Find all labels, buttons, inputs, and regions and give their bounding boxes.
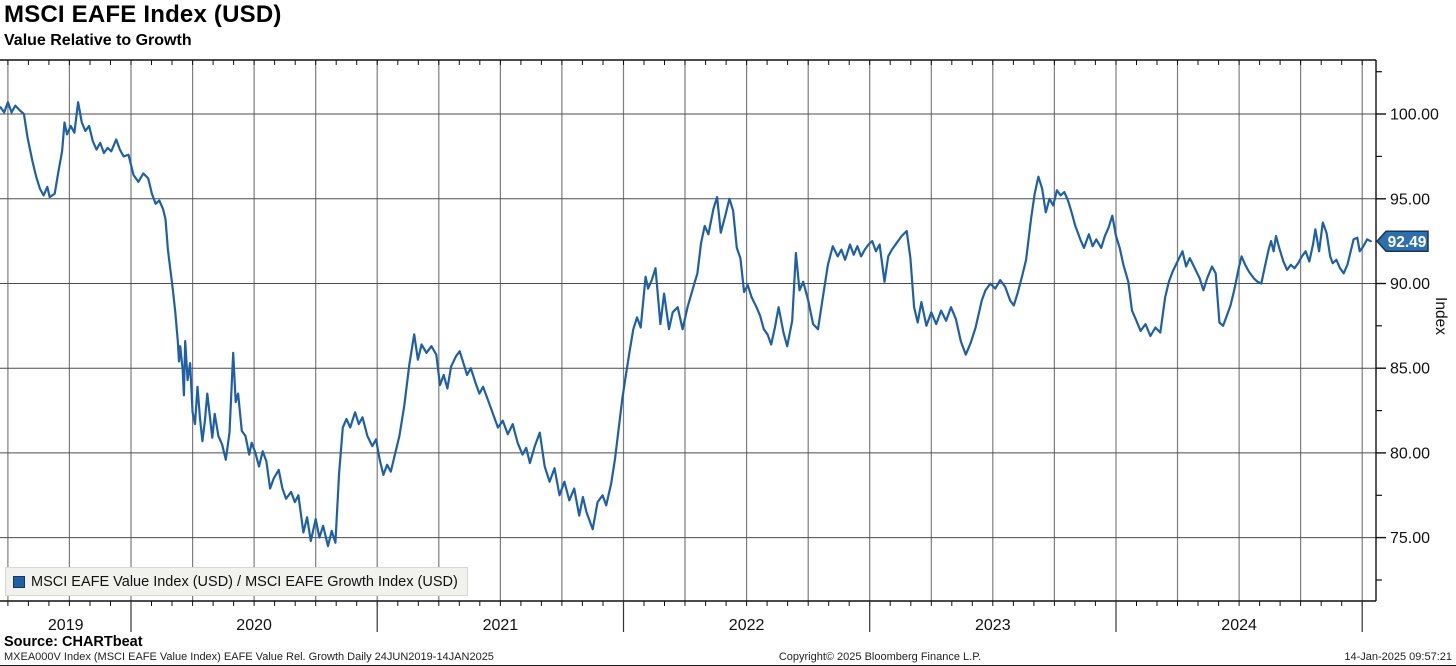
source-text: Source: CHARTbeat [4, 634, 143, 650]
x-axis-year-label: 2021 [483, 617, 519, 634]
gridlines-vertical [7, 60, 1363, 601]
y-axis-tick-label: 75.00 [1390, 530, 1430, 547]
y-axis-title: Index [1432, 297, 1449, 335]
x-axis-year-label: 2020 [236, 617, 272, 634]
x-axis-year-label: 2023 [975, 617, 1011, 634]
x-axis-ticks-labels: 2019 2020 2021 2022 2023 2024 [48, 601, 1363, 634]
legend-series-swatch-icon [13, 575, 25, 588]
y-axis-tick-label: 95.00 [1390, 191, 1430, 208]
footer-copyright: Copyright© 2025 Bloomberg Finance L.P. [778, 651, 982, 663]
x-axis-year-label: 2022 [729, 617, 765, 634]
footer-timestamp: 14-Jan-2025 09:57:21 [1344, 651, 1452, 663]
footer-ticker-description: MXEA000V Index (MSCI EAFE Value Index) E… [4, 651, 494, 663]
last-price-tag: 92.49 [1375, 230, 1429, 253]
y-axis-tick-label: 90.00 [1390, 276, 1430, 293]
y-axis-ticks-labels: 100.00 95.00 90.00 85.00 80.00 75.00 [1376, 71, 1439, 581]
x-axis-year-label: 2019 [48, 617, 84, 634]
page-subtitle: Value Relative to Growth [4, 32, 192, 49]
series [0, 101, 1372, 548]
plot-frame [0, 59, 1377, 602]
y-axis-tick-label: 100.00 [1390, 107, 1439, 124]
y-axis-tick-label: 80.00 [1390, 445, 1430, 462]
y-axis-tick-label: 85.00 [1390, 361, 1430, 378]
series-line [0, 101, 1372, 548]
legend: MSCI EAFE Value Index (USD) / MSCI EAFE … [5, 567, 468, 596]
last-price-tag-shape [1375, 230, 1429, 253]
page-title: MSCI EAFE Index (USD) [4, 1, 282, 28]
legend-series-label: MSCI EAFE Value Index (USD) / MSCI EAFE … [31, 573, 458, 590]
x-axis-year-label: 2024 [1221, 617, 1257, 634]
gridlines-horizontal [0, 113, 1376, 539]
last-price-label: 92.49 [1388, 234, 1427, 251]
